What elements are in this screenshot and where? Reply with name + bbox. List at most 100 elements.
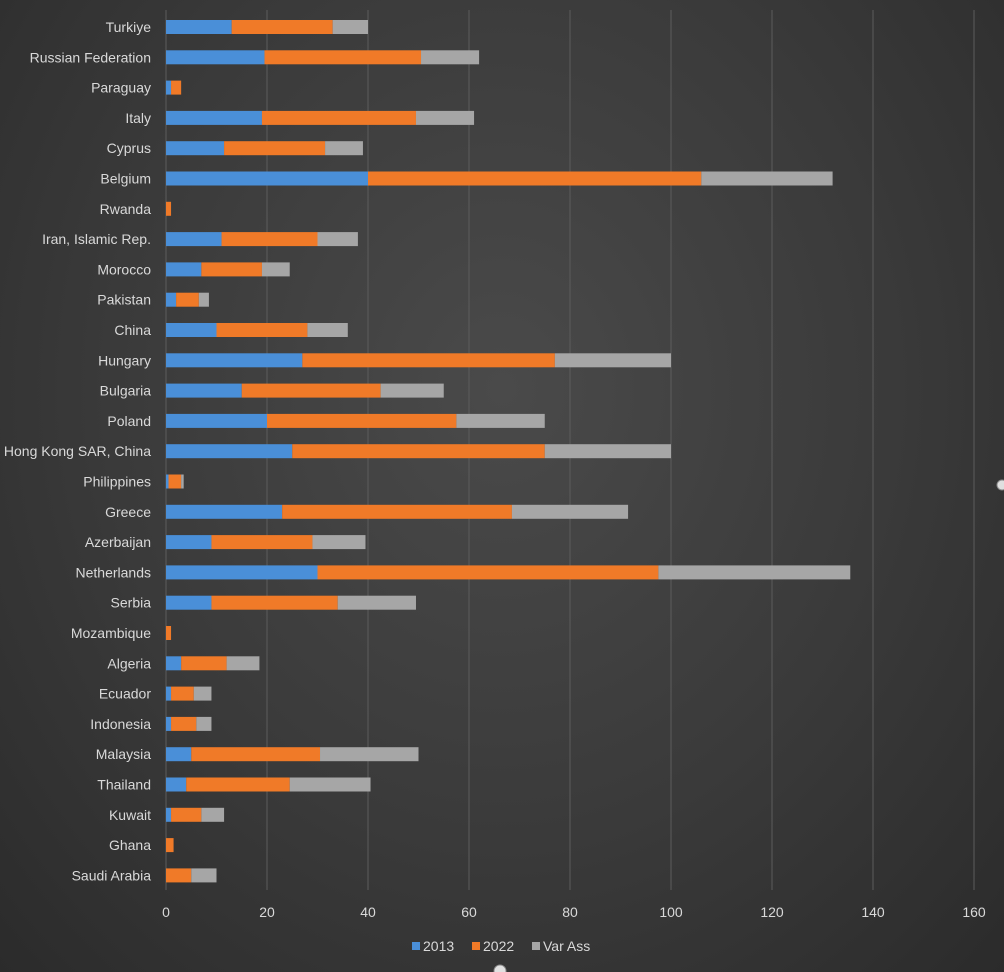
bar-segment bbox=[511, 504, 629, 519]
x-tick-label: 140 bbox=[861, 904, 885, 920]
bar-segment bbox=[307, 323, 348, 337]
bar-segment bbox=[282, 504, 512, 519]
x-tick-label: 120 bbox=[760, 904, 784, 920]
bar-segment bbox=[166, 353, 303, 368]
bar-segment bbox=[166, 413, 267, 428]
category-label: Hungary bbox=[98, 352, 151, 368]
bar-segment bbox=[166, 50, 265, 65]
category-label: Kuwait bbox=[109, 807, 151, 823]
bar-segment bbox=[181, 656, 227, 671]
bar-segment bbox=[226, 656, 260, 671]
category-label: Italy bbox=[125, 110, 151, 126]
bar-segment bbox=[166, 474, 169, 489]
category-label: Bulgaria bbox=[100, 383, 152, 399]
resize-handle-right[interactable] bbox=[996, 479, 1004, 491]
bar-segment bbox=[261, 262, 290, 277]
legend-swatch bbox=[532, 942, 540, 950]
bar-segment bbox=[241, 383, 381, 398]
bar-segment bbox=[176, 292, 199, 307]
x-tick-label: 0 bbox=[162, 904, 170, 920]
bar-segment bbox=[292, 444, 545, 459]
x-tick-label: 60 bbox=[461, 904, 477, 920]
category-label: Turkiye bbox=[106, 19, 152, 35]
x-tick-label: 100 bbox=[659, 904, 683, 920]
category-label: Paraguay bbox=[91, 80, 151, 96]
bar-segment bbox=[216, 323, 308, 337]
resize-handle-bottom[interactable] bbox=[493, 964, 507, 972]
bar-segment bbox=[544, 444, 671, 459]
category-label: Pakistan bbox=[97, 292, 151, 308]
bar-segment bbox=[168, 474, 182, 489]
category-label: Saudi Arabia bbox=[72, 867, 152, 883]
bar-segment bbox=[166, 626, 172, 640]
bar-segment bbox=[193, 686, 212, 701]
bar-segment bbox=[211, 535, 313, 550]
bar-segment bbox=[658, 565, 851, 580]
x-tick-label: 160 bbox=[962, 904, 986, 920]
category-label: Ghana bbox=[109, 837, 151, 853]
category-label: Morocco bbox=[97, 261, 151, 277]
bar-segment bbox=[302, 353, 555, 368]
legend: 2013 2022 Var Ass bbox=[412, 479, 1004, 972]
bar-segment bbox=[166, 747, 192, 762]
bar-segment bbox=[171, 716, 197, 731]
category-label: Azerbaijan bbox=[85, 534, 151, 550]
category-label: Greece bbox=[105, 504, 151, 520]
x-tick-label: 80 bbox=[562, 904, 578, 920]
bar-segment bbox=[166, 171, 368, 186]
bar-segment bbox=[231, 20, 333, 34]
category-label: Malaysia bbox=[96, 746, 151, 762]
bar-segment bbox=[289, 777, 371, 792]
bar-segment bbox=[191, 868, 217, 883]
bar-segment bbox=[191, 747, 321, 762]
category-label: Algeria bbox=[107, 655, 151, 671]
bar-segment bbox=[337, 595, 416, 610]
category-label: Russian Federation bbox=[30, 49, 151, 65]
bar-segment bbox=[196, 716, 212, 731]
bar-segment bbox=[166, 838, 174, 853]
bar-segment bbox=[171, 80, 182, 95]
bar-segment bbox=[701, 171, 833, 186]
bar-segment bbox=[166, 807, 172, 822]
category-label: Poland bbox=[107, 413, 151, 429]
bar-segment bbox=[211, 595, 338, 610]
bar-segment bbox=[267, 413, 457, 428]
bar-segment bbox=[166, 141, 225, 156]
x-axis-tick-labels: 0 20 40 60 80 100 120 140 160 bbox=[162, 904, 986, 920]
bar-segment bbox=[554, 353, 671, 368]
legend-label: 2022 bbox=[483, 938, 514, 954]
category-label: Cyprus bbox=[107, 140, 151, 156]
bar-segment bbox=[166, 323, 217, 337]
bar-segment bbox=[312, 535, 366, 550]
bar-segment bbox=[166, 383, 242, 398]
bar-segment bbox=[171, 686, 194, 701]
bar-segment bbox=[332, 20, 368, 34]
bar-segment bbox=[166, 777, 187, 792]
category-label: Ecuador bbox=[99, 686, 151, 702]
bar-segment bbox=[201, 262, 262, 277]
legend-label: 2013 bbox=[423, 938, 454, 954]
bar-segment bbox=[166, 292, 177, 307]
bar-segment bbox=[166, 201, 172, 216]
bar-segment bbox=[320, 747, 419, 762]
category-label: Mozambique bbox=[71, 625, 151, 641]
bar-segment bbox=[166, 262, 202, 277]
bar-segment bbox=[201, 807, 225, 822]
category-label: Rwanda bbox=[100, 201, 152, 217]
legend-swatch bbox=[412, 942, 420, 950]
bar-segment bbox=[166, 444, 293, 459]
bar-segment bbox=[261, 110, 416, 125]
bar-segment bbox=[166, 80, 172, 95]
bar-segment bbox=[166, 686, 172, 701]
bar-segment bbox=[166, 565, 318, 580]
bar-segment bbox=[166, 20, 232, 34]
category-label: Iran, Islamic Rep. bbox=[42, 231, 151, 247]
category-label: Serbia bbox=[111, 595, 152, 611]
bar-segment bbox=[380, 383, 444, 398]
bar-segment bbox=[224, 141, 326, 156]
bar-segment bbox=[166, 535, 212, 550]
legend-label: Var Ass bbox=[543, 938, 590, 954]
bar-segment bbox=[166, 656, 182, 671]
bar-segment bbox=[325, 141, 363, 156]
category-label: Hong Kong SAR, China bbox=[4, 443, 151, 459]
